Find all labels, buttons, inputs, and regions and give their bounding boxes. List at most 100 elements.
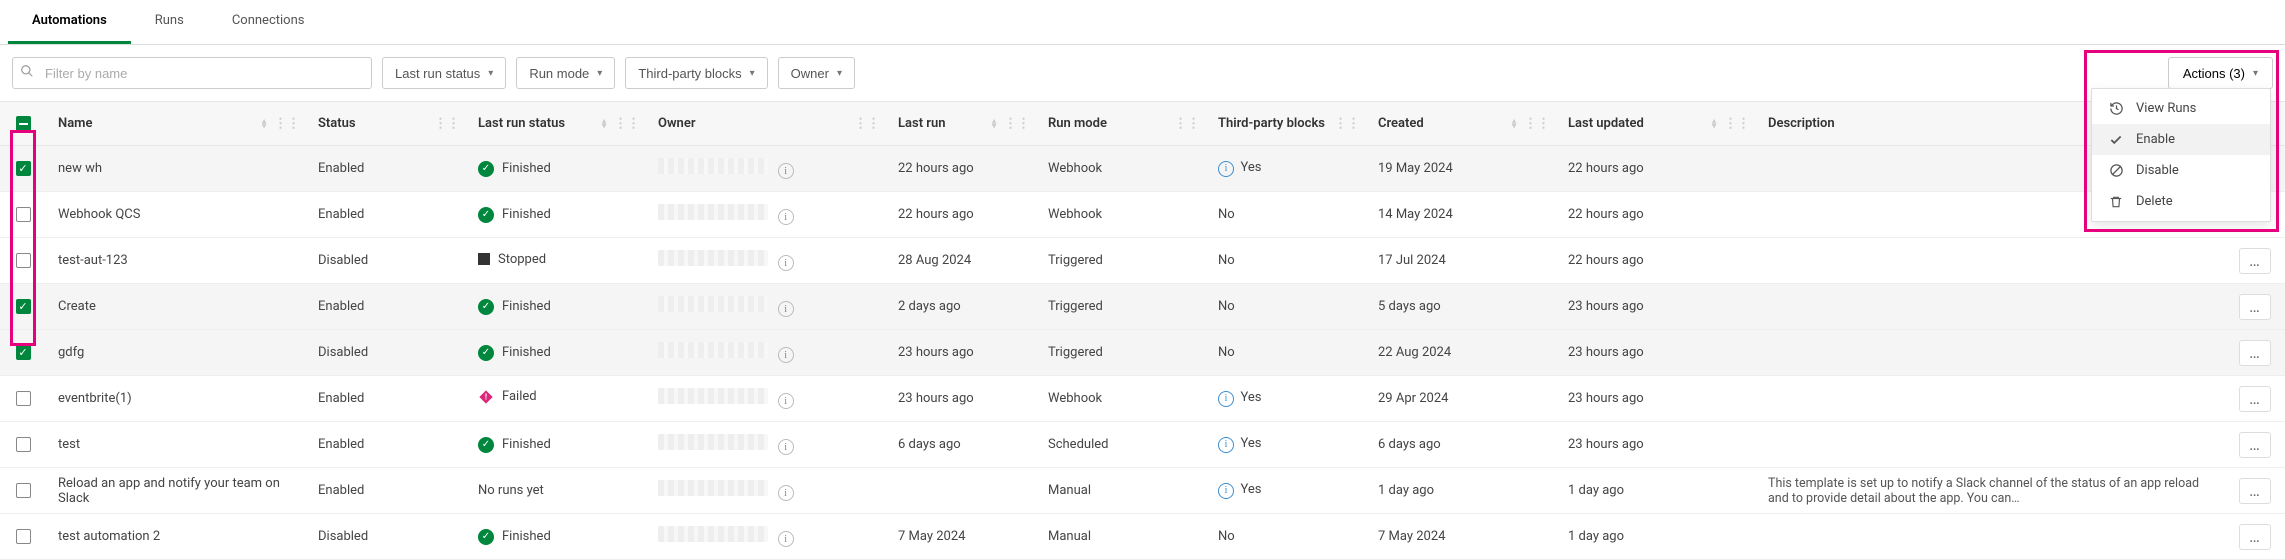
table-row[interactable]: ✓gdfgDisabled✓Finished i23 hours agoTrig… [0,330,2285,376]
info-icon[interactable]: i [778,255,794,271]
table-row[interactable]: ✓CreateEnabled✓Finished i2 days agoTrigg… [0,284,2285,330]
col-status[interactable]: Status⋮⋮ [306,102,466,146]
col-last-run-status[interactable]: Last run status▲▼⋮⋮ [466,102,646,146]
table-row[interactable]: ✓new whEnabled✓Finished i22 hours agoWeb… [0,146,2285,192]
drag-handle-icon[interactable]: ⋮⋮ [1334,116,1360,131]
tab-connections[interactable]: Connections [208,0,329,44]
table-row[interactable]: test automation 2Disabled✓Finished i7 Ma… [0,514,2285,560]
info-icon[interactable]: i [1218,437,1234,453]
filter-input[interactable] [12,57,372,89]
finished-icon: ✓ [478,345,494,361]
owner-redacted [658,296,768,312]
finished-icon: ✓ [478,437,494,453]
drag-handle-icon[interactable]: ⋮⋮ [1174,116,1200,131]
filter-run-mode[interactable]: Run mode▾ [516,57,615,89]
cell-status: Enabled [306,376,466,422]
table-row[interactable]: test-aut-123DisabledStopped i28 Aug 2024… [0,238,2285,284]
drag-handle-icon[interactable]: ⋮⋮ [1724,116,1750,131]
cell-description [1756,514,2225,560]
cell-updated: 22 hours ago [1556,192,1756,238]
row-checkbox[interactable]: ✓ [16,161,31,176]
row-more-button[interactable]: … [2239,478,2271,504]
drag-handle-icon[interactable]: ⋮⋮ [614,116,640,131]
row-checkbox[interactable] [16,207,31,222]
row-checkbox[interactable]: ✓ [16,345,31,360]
chevron-down-icon: ▾ [597,68,602,79]
info-icon[interactable]: i [1218,161,1234,177]
cell-status: Enabled [306,284,466,330]
stopped-icon [478,253,490,265]
drag-handle-icon[interactable]: ⋮⋮ [854,116,880,131]
check-icon [2108,133,2124,147]
drag-handle-icon[interactable]: ⋮⋮ [1524,116,1550,131]
row-checkbox[interactable] [16,529,31,544]
actions-button[interactable]: Actions (3)▾ [2168,57,2273,89]
cell-third-party: No [1206,514,1366,560]
info-icon[interactable]: i [778,209,794,225]
col-name[interactable]: Name▲▼⋮⋮ [46,102,306,146]
row-more-button[interactable]: … [2239,386,2271,412]
sort-icon: ▲▼ [990,119,998,129]
select-all-checkbox[interactable] [16,116,31,131]
table-row[interactable]: testEnabled✓Finished i6 days agoSchedule… [0,422,2285,468]
row-checkbox[interactable]: ✓ [16,299,31,314]
owner-redacted [658,204,768,220]
info-icon[interactable]: i [1218,391,1234,407]
cell-last-run: 28 Aug 2024 [886,238,1036,284]
filter-last-run-status[interactable]: Last run status▾ [382,57,506,89]
cell-name: test-aut-123 [46,238,306,284]
info-icon[interactable]: i [778,301,794,317]
cell-description [1756,422,2225,468]
col-run-mode[interactable]: Run mode⋮⋮ [1036,102,1206,146]
menu-enable[interactable]: Enable [2092,124,2270,155]
tab-runs[interactable]: Runs [131,0,208,44]
filter-third-party-blocks[interactable]: Third-party blocks▾ [625,57,767,89]
row-more-button[interactable]: … [2239,340,2271,366]
trash-icon [2108,195,2124,209]
owner-redacted [658,250,768,266]
cell-owner: i [646,422,886,468]
info-icon[interactable]: i [1218,483,1234,499]
cell-created: 6 days ago [1366,422,1556,468]
cell-third-party: i Yes [1206,376,1366,422]
info-icon[interactable]: i [778,485,794,501]
menu-delete[interactable]: Delete [2092,186,2270,217]
cell-owner: i [646,514,886,560]
menu-view-runs[interactable]: View Runs [2092,93,2270,124]
filter-owner[interactable]: Owner▾ [778,57,855,89]
table-row[interactable]: Webhook QCSEnabled✓Finished i22 hours ag… [0,192,2285,238]
sort-icon: ▲▼ [600,119,608,129]
cell-updated: 23 hours ago [1556,422,1756,468]
table-row[interactable]: Reload an app and notify your team on Sl… [0,468,2285,514]
menu-disable[interactable]: Disable [2092,155,2270,186]
row-more-button[interactable]: … [2239,248,2271,274]
col-last-run[interactable]: Last run▲▼⋮⋮ [886,102,1036,146]
info-icon[interactable]: i [778,163,794,179]
info-icon[interactable]: i [778,347,794,363]
cell-name: test [46,422,306,468]
row-more-button[interactable]: … [2239,294,2271,320]
cell-last-run: 22 hours ago [886,146,1036,192]
col-third-party[interactable]: Third-party blocks⋮⋮ [1206,102,1366,146]
col-owner[interactable]: Owner⋮⋮ [646,102,886,146]
row-checkbox[interactable] [16,437,31,452]
info-icon[interactable]: i [778,439,794,455]
drag-handle-icon[interactable]: ⋮⋮ [274,116,300,131]
cell-run-status: ✓Finished [466,146,646,192]
drag-handle-icon[interactable]: ⋮⋮ [1004,116,1030,131]
cell-status: Enabled [306,468,466,514]
info-icon[interactable]: i [778,393,794,409]
info-icon[interactable]: i [778,531,794,547]
table-row[interactable]: eventbrite(1)Enabled!Failed i23 hours ag… [0,376,2285,422]
cell-description: This template is set up to notify a Slac… [1756,468,2225,514]
row-checkbox[interactable] [16,253,31,268]
row-more-button[interactable]: … [2239,432,2271,458]
row-checkbox[interactable] [16,483,31,498]
tab-automations[interactable]: Automations [8,0,131,44]
row-more-button[interactable]: … [2239,524,2271,550]
menu-item-label: Enable [2136,132,2175,147]
row-checkbox[interactable] [16,391,31,406]
col-last-updated[interactable]: Last updated▲▼⋮⋮ [1556,102,1756,146]
col-created[interactable]: Created▲▼⋮⋮ [1366,102,1556,146]
drag-handle-icon[interactable]: ⋮⋮ [434,116,460,131]
